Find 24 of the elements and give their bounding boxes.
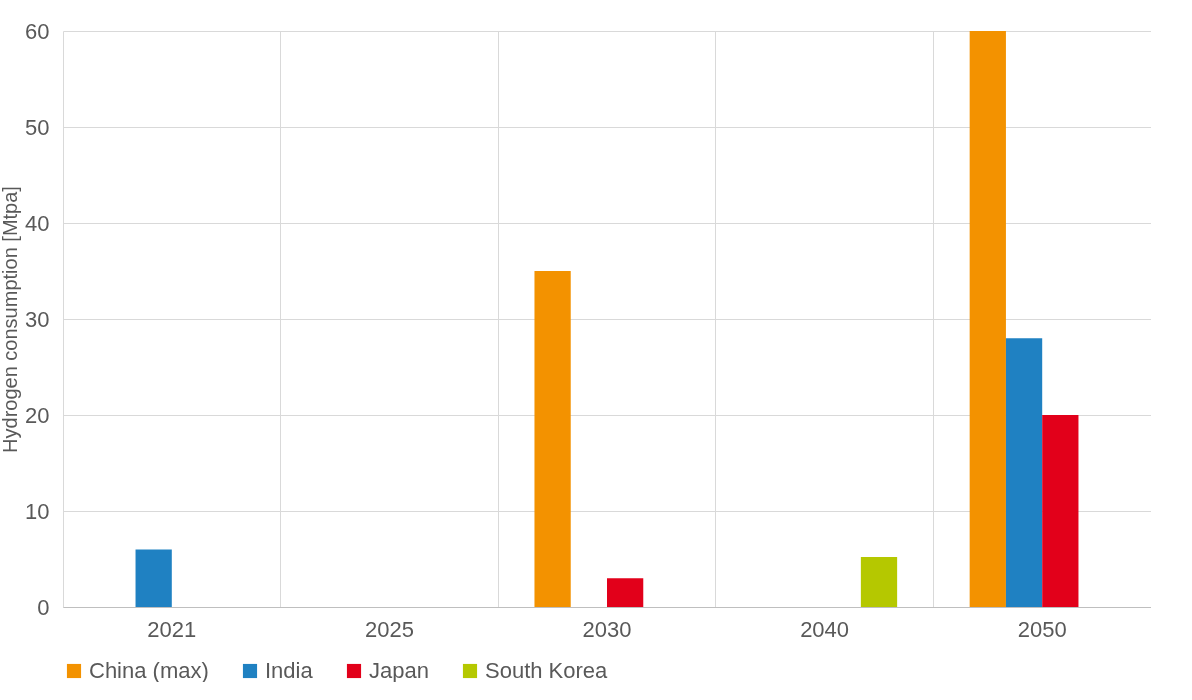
bar xyxy=(534,271,571,607)
y-tick-label: 30 xyxy=(25,306,50,332)
x-tick-label: 2050 xyxy=(1017,616,1067,642)
x-tick-label: 2040 xyxy=(800,616,850,642)
y-tick-label: 40 xyxy=(25,210,50,236)
y-tick-label: 50 xyxy=(25,114,50,140)
bar xyxy=(1005,338,1043,607)
legend-label: South Korea xyxy=(485,658,609,683)
x-tick-label: 2030 xyxy=(582,616,632,642)
legend-label: Japan xyxy=(369,658,429,683)
bar xyxy=(969,31,1006,607)
legend-label: India xyxy=(265,658,314,683)
bar xyxy=(607,578,644,607)
bar xyxy=(1042,415,1079,607)
legend-label: China (max) xyxy=(89,658,209,683)
x-tick-label: 2025 xyxy=(364,616,414,642)
y-tick-label: 0 xyxy=(37,594,50,620)
y-tick-label: 60 xyxy=(25,18,50,44)
y-tick-label: 20 xyxy=(25,402,50,428)
y-tick-label: 10 xyxy=(25,498,50,524)
bar xyxy=(135,549,172,607)
y-axis-title: Hydrogen consumption [Mtpa] xyxy=(0,186,22,453)
x-tick-label: 2021 xyxy=(147,616,197,642)
bar xyxy=(860,557,898,607)
